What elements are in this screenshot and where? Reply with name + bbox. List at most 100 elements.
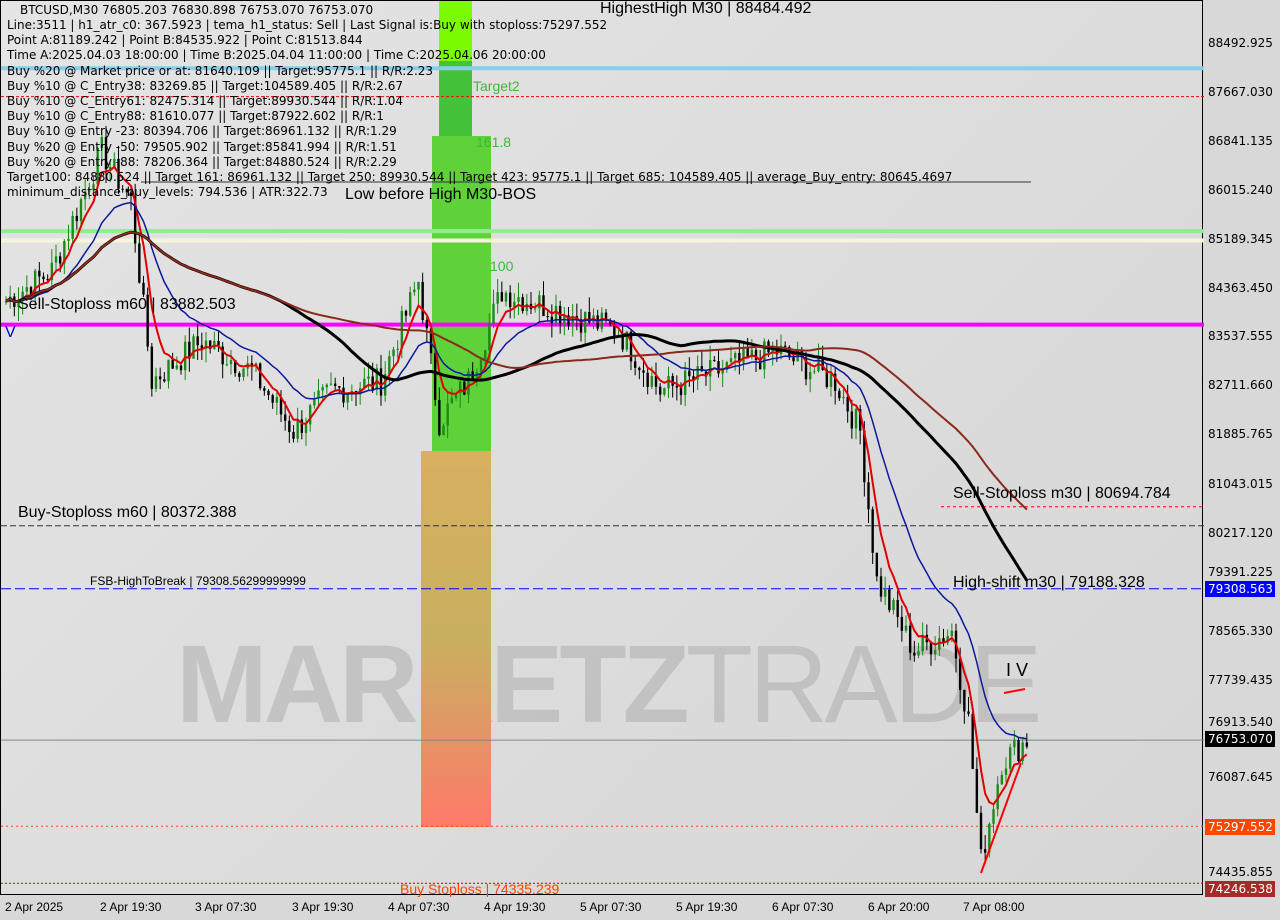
candle bbox=[363, 378, 366, 389]
candle bbox=[958, 658, 962, 690]
candle bbox=[433, 353, 437, 400]
candle bbox=[129, 192, 133, 196]
time-tick-label: 5 Apr 07:30 bbox=[580, 900, 642, 914]
candle bbox=[475, 372, 479, 380]
candle bbox=[104, 137, 108, 170]
candle bbox=[758, 359, 762, 370]
candle bbox=[329, 383, 333, 385]
info-line: minimum_distance_buy_levels: 794.536 | A… bbox=[7, 185, 328, 200]
time-tick-label: 5 Apr 19:30 bbox=[676, 900, 738, 914]
price-tick-label: 81885.765 bbox=[1208, 427, 1273, 442]
candle bbox=[442, 425, 445, 436]
time-tick-label: 6 Apr 20:00 bbox=[868, 900, 930, 914]
candle bbox=[75, 215, 79, 222]
candle bbox=[913, 652, 916, 656]
candle bbox=[992, 809, 995, 824]
candle bbox=[829, 373, 833, 387]
ema-mid-line bbox=[5, 201, 1027, 740]
candle bbox=[717, 360, 720, 374]
info-line: Buy %10 @ C_Entry61: 82475.314 || Target… bbox=[7, 94, 403, 108]
candle bbox=[100, 137, 104, 148]
candle bbox=[675, 385, 679, 388]
candle bbox=[538, 295, 541, 309]
candle bbox=[467, 371, 470, 395]
candle bbox=[638, 367, 641, 371]
price-tick-label: 87667.030 bbox=[1208, 84, 1273, 99]
candle bbox=[517, 297, 520, 302]
candle bbox=[1008, 747, 1012, 769]
candle bbox=[950, 630, 954, 637]
candle bbox=[383, 374, 387, 396]
candle bbox=[1017, 740, 1020, 762]
candle bbox=[238, 373, 241, 377]
candle bbox=[417, 281, 420, 290]
candle bbox=[83, 191, 87, 200]
price-tick-label: 88492.925 bbox=[1208, 36, 1273, 50]
candle bbox=[367, 376, 370, 379]
price-tick-label: 86841.135 bbox=[1208, 133, 1273, 148]
info-line: Target100: 84880.524 || Target 161: 8696… bbox=[7, 170, 953, 184]
candle bbox=[542, 295, 545, 317]
info-line: Time A:2025.04.03 18:00:00 | Time B:2025… bbox=[7, 48, 546, 63]
candle bbox=[929, 642, 933, 655]
price-tick-label: 84363.450 bbox=[1208, 280, 1273, 295]
candle bbox=[971, 713, 974, 769]
candle bbox=[438, 399, 441, 436]
candle bbox=[708, 360, 712, 377]
candle bbox=[633, 361, 637, 368]
candle bbox=[521, 297, 524, 312]
candle bbox=[392, 349, 395, 357]
low-before-high-label: Low before High M30-BOS bbox=[345, 186, 537, 203]
info-line: Line:3511 | h1_atr_c0: 367.5923 | tema_h… bbox=[7, 18, 608, 32]
candle bbox=[333, 383, 337, 386]
candle bbox=[258, 363, 262, 389]
candle bbox=[546, 316, 549, 318]
candle bbox=[1004, 768, 1008, 775]
candle bbox=[317, 390, 320, 399]
chart-area[interactable]: MARKETZTRADE bbox=[0, 0, 1204, 895]
low-price-box: 74246.538 bbox=[1205, 881, 1275, 897]
candle bbox=[17, 300, 20, 307]
candle bbox=[342, 387, 345, 403]
candle bbox=[825, 369, 829, 387]
candle bbox=[938, 638, 941, 650]
price-chart bbox=[1, 1, 1204, 884]
candle bbox=[588, 312, 591, 323]
stop-price-box: 75297.552 bbox=[1205, 819, 1275, 835]
candle bbox=[96, 147, 99, 185]
candle bbox=[133, 195, 137, 244]
candle bbox=[142, 282, 145, 295]
candle bbox=[88, 190, 91, 192]
candle bbox=[217, 340, 220, 347]
candle bbox=[896, 600, 899, 617]
v-marker: V bbox=[5, 324, 16, 341]
candle bbox=[838, 390, 841, 399]
candle bbox=[754, 349, 758, 360]
candle bbox=[867, 482, 870, 510]
symbol-line: BTCUSD,M30 76805.203 76830.898 76753.070… bbox=[20, 3, 374, 17]
candle bbox=[150, 346, 154, 389]
candle bbox=[288, 420, 291, 432]
candle bbox=[300, 419, 304, 433]
price-tick-label: 76087.645 bbox=[1208, 770, 1273, 785]
candle bbox=[79, 199, 83, 222]
candle bbox=[154, 376, 158, 389]
candle bbox=[346, 392, 349, 403]
candle bbox=[967, 711, 970, 714]
candle bbox=[667, 376, 670, 389]
candle bbox=[179, 365, 183, 371]
sell-stoploss-m30-label: Sell-Stoploss m30 | 80694.784 bbox=[953, 485, 1171, 502]
info-line: Buy %10 @ Entry -23: 80394.706 || Target… bbox=[7, 124, 397, 139]
candle bbox=[813, 371, 816, 373]
candle bbox=[946, 636, 949, 643]
candle bbox=[1000, 774, 1004, 785]
fib-zone-green-wide bbox=[432, 136, 491, 451]
candle bbox=[508, 292, 512, 308]
candle bbox=[513, 301, 516, 308]
candle bbox=[321, 387, 324, 391]
candle bbox=[25, 287, 29, 292]
buy-stoploss-m60-label: Buy-Stoploss m60 | 80372.388 bbox=[18, 504, 237, 521]
candle bbox=[283, 414, 287, 421]
candle bbox=[371, 376, 374, 390]
candle bbox=[221, 346, 224, 365]
